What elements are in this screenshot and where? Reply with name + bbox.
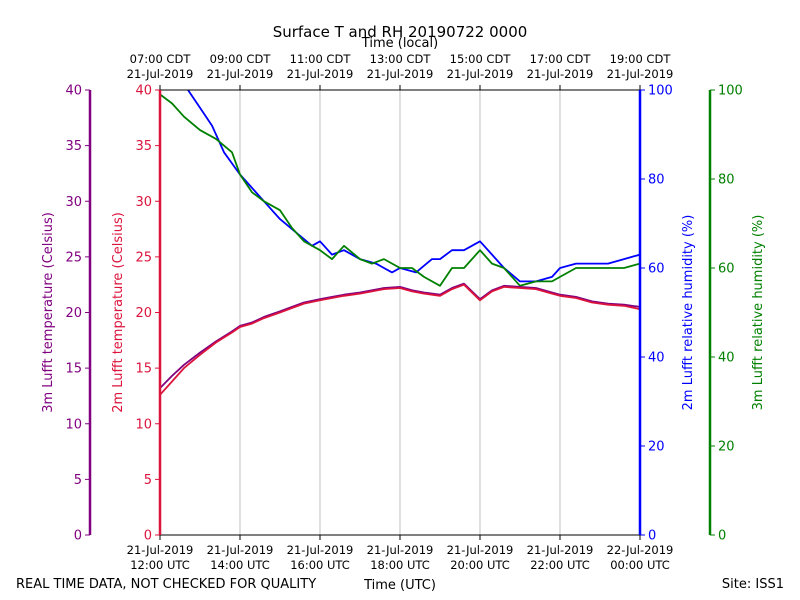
series-line-rh2m [187, 89, 641, 283]
top-tick-label-time: 13:00 CDT [370, 52, 432, 66]
axis-t2m: 0 5 10 15 20 25 30 35 40 2m Lufft temperature (Ce… [111, 84, 162, 544]
x-tick-label-date: 21-Jul-2019 [207, 543, 274, 557]
y-tick-label: 25 [135, 250, 152, 265]
x-tick-label-date: 21-Jul-2019 [287, 543, 354, 557]
x-tick-label-time: 18:00 UTC [370, 558, 430, 572]
y-tick-label: 40 [135, 84, 152, 99]
x-tick-label-date: 21-Jul-2019 [367, 543, 434, 557]
y-tick-label: 35 [135, 139, 152, 154]
y-tick-label: 10 [65, 417, 82, 432]
y-tick-label: 5 [74, 473, 82, 488]
series-line-rh3m [159, 93, 641, 287]
x-tick-label-date: 22-Jul-2019 [607, 543, 674, 557]
top-tick-label-time: 17:00 CDT [530, 52, 592, 66]
top-tick-label-time: 19:00 CDT [610, 52, 672, 66]
x-tick-label-time: 00:00 UTC [610, 558, 670, 572]
top-axis-label: Time (local) [361, 36, 438, 51]
top-tick-label-time: 11:00 CDT [290, 52, 352, 66]
y-tick-label: 20 [648, 440, 665, 455]
y-tick-label: 0 [718, 529, 726, 544]
y-tick-label: 40 [718, 351, 735, 366]
quality-note: REAL TIME DATA, NOT CHECKED FOR QUALITY [16, 577, 316, 592]
top-tick-label-time: 07:00 CDT [130, 52, 192, 66]
axis-t3m: 0 5 10 15 20 25 30 35 40 3m Lufft temperature (Ce… [41, 84, 92, 544]
axis-rh3m: 0 20 40 60 80 100 3m Lufft relative humidity (… [708, 84, 766, 544]
y-tick-label: 20 [65, 306, 82, 321]
x-tick-label-date: 21-Jul-2019 [127, 543, 194, 557]
y-tick-label: 80 [648, 173, 665, 188]
y-tick-label: 20 [135, 306, 152, 321]
top-tick-label-date: 21-Jul-2019 [527, 67, 594, 81]
grid-lines [239, 90, 561, 535]
y-tick-label: 100 [648, 84, 673, 99]
top-tick-label-date: 21-Jul-2019 [367, 67, 434, 81]
y-tick-label: 35 [65, 139, 82, 154]
chart-title: Surface T and RH 20190722 0000 [273, 23, 528, 41]
top-tick-label-date: 21-Jul-2019 [607, 67, 674, 81]
y-tick-label: 40 [65, 84, 82, 99]
y-tick-label: 80 [718, 173, 735, 188]
series-line-t3m [159, 282, 641, 389]
y-tick-label: 0 [648, 529, 656, 544]
x-tick-label-date: 21-Jul-2019 [447, 543, 514, 557]
y-tick-label: 10 [135, 417, 152, 432]
y-axis-label-rh3m: 3m Lufft relative humidity (%) [751, 215, 766, 411]
top-tick-label-date: 21-Jul-2019 [207, 67, 274, 81]
y-tick-label: 30 [135, 195, 152, 210]
y-tick-label: 25 [65, 250, 82, 265]
series-layer [159, 89, 641, 396]
y-tick-label: 60 [718, 262, 735, 277]
y-tick-label: 15 [135, 362, 152, 377]
axis-rh2m: 0 20 40 60 80 100 2m Lufft relative humidity (… [638, 84, 696, 544]
axes-layer: 0 5 10 15 20 25 30 35 40 3m Lufft temperature (Ce… [41, 84, 766, 544]
y-axis-label-rh2m: 2m Lufft relative humidity (%) [681, 215, 696, 411]
y-tick-label: 5 [144, 473, 152, 488]
top-tick-label-date: 21-Jul-2019 [447, 67, 514, 81]
top-tick-label-date: 21-Jul-2019 [127, 67, 194, 81]
y-axis-label-t2m: 2m Lufft temperature (Celsius) [111, 212, 126, 413]
x-tick-label-date: 21-Jul-2019 [527, 543, 594, 557]
x-tick-label-time: 14:00 UTC [210, 558, 270, 572]
y-tick-label: 40 [648, 351, 665, 366]
y-tick-label: 30 [65, 195, 82, 210]
y-tick-label: 0 [144, 529, 152, 544]
y-tick-label: 0 [74, 529, 82, 544]
x-tick-label-time: 20:00 UTC [450, 558, 510, 572]
top-tick-label-time: 15:00 CDT [450, 52, 512, 66]
x-tick-label-time: 12:00 UTC [130, 558, 190, 572]
x-axis-label: Time (UTC) [363, 578, 436, 593]
x-tick-label-time: 22:00 UTC [530, 558, 590, 572]
x-tick-label-time: 16:00 UTC [290, 558, 350, 572]
y-tick-label: 100 [718, 84, 743, 99]
top-tick-label-date: 21-Jul-2019 [287, 67, 354, 81]
y-tick-label: 15 [65, 362, 82, 377]
y-tick-label: 60 [648, 262, 665, 277]
site-label: Site: ISS1 [722, 577, 784, 592]
y-tick-label: 20 [718, 440, 735, 455]
y-axis-label-t3m: 3m Lufft temperature (Celsius) [41, 212, 56, 413]
top-tick-label-time: 09:00 CDT [210, 52, 272, 66]
series-line-t2m [159, 283, 641, 396]
